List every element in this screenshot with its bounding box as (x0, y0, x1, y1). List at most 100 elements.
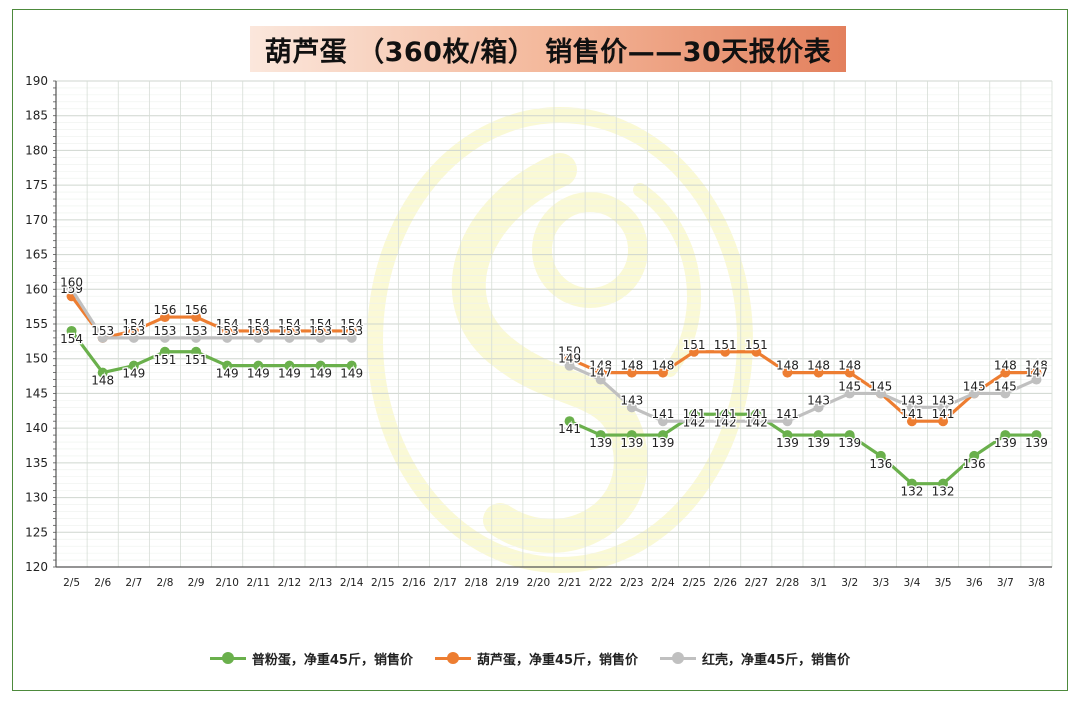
data-point (595, 367, 606, 378)
data-label: 142 (745, 415, 768, 429)
data-label: 141 (932, 407, 955, 421)
data-label: 139 (776, 436, 799, 450)
data-point (689, 409, 700, 420)
series-line-3 (69, 287, 354, 340)
series-line-3 (567, 364, 1039, 423)
chart-title: 葫芦蛋 （360枚/箱） 销售价——30天报价表 (264, 36, 832, 68)
y-tick-label: 130 (25, 491, 48, 505)
data-point (1031, 374, 1042, 385)
data-point (222, 360, 233, 371)
data-label: 139 (994, 436, 1017, 450)
data-label: 145 (869, 379, 892, 393)
data-point (66, 284, 77, 295)
data-point (657, 416, 668, 427)
x-tick-label: 2/13 (309, 577, 333, 589)
data-label: 151 (153, 353, 176, 367)
data-label: 154 (122, 317, 145, 331)
data-label: 141 (745, 407, 768, 421)
data-label: 141 (714, 407, 737, 421)
data-label: 149 (122, 367, 145, 381)
legend-label: 红壳，净重45斤，销售价 (702, 652, 851, 668)
data-label: 149 (247, 367, 270, 381)
data-point (159, 346, 170, 357)
data-point (906, 478, 917, 489)
series-line-2 (69, 294, 354, 340)
data-point (969, 450, 980, 461)
data-point (253, 360, 264, 371)
x-tick-label: 2/14 (340, 577, 364, 589)
data-label: 145 (838, 379, 861, 393)
data-point (813, 430, 824, 441)
data-label: 159 (60, 282, 83, 296)
data-label: 143 (900, 393, 923, 407)
data-point (751, 416, 762, 427)
data-point (128, 360, 139, 371)
data-point (191, 312, 202, 323)
data-point (844, 388, 855, 399)
data-point (191, 346, 202, 357)
data-point (1031, 367, 1042, 378)
data-label: 148 (589, 359, 612, 373)
y-tick-label: 170 (25, 213, 48, 227)
data-label: 160 (60, 275, 83, 289)
y-tick-label: 135 (25, 456, 48, 470)
y-tick-label: 155 (25, 317, 48, 331)
data-label: 141 (558, 422, 581, 436)
data-label: 151 (683, 338, 706, 352)
data-label: 154 (247, 317, 270, 331)
data-point (159, 332, 170, 343)
data-point (315, 325, 326, 336)
data-point (689, 346, 700, 357)
data-point (253, 332, 264, 343)
data-point (128, 332, 139, 343)
data-point (844, 430, 855, 441)
data-label: 154 (60, 332, 83, 346)
data-point (346, 360, 357, 371)
legend-label: 普粉蛋，净重45斤，销售价 (251, 652, 413, 668)
data-point (595, 430, 606, 441)
data-point (969, 388, 980, 399)
data-point (875, 450, 886, 461)
data-label: 149 (340, 367, 363, 381)
data-point (284, 332, 295, 343)
data-label: 139 (589, 436, 612, 450)
x-tick-label: 2/26 (713, 577, 737, 589)
y-tick-label: 185 (25, 109, 48, 123)
x-tick-label: 3/4 (903, 577, 920, 589)
series-line-1 (567, 412, 1039, 486)
data-label: 141 (683, 407, 706, 421)
y-tick-label: 145 (25, 386, 48, 400)
data-label: 151 (714, 338, 737, 352)
data-label: 148 (1025, 359, 1048, 373)
legend-label: 葫芦蛋，净重45斤，销售价 (476, 652, 639, 668)
x-tick-label: 2/11 (247, 577, 271, 589)
data-label: 145 (963, 379, 986, 393)
data-label: 142 (683, 415, 706, 429)
x-tick-label: 2/18 (464, 577, 488, 589)
x-tick-label: 2/22 (589, 577, 613, 589)
data-label: 145 (963, 379, 986, 393)
data-label: 153 (340, 324, 363, 338)
data-label: 132 (932, 485, 955, 499)
data-point (97, 332, 108, 343)
x-tick-label: 2/15 (371, 577, 395, 589)
data-point (346, 332, 357, 343)
data-point (626, 402, 637, 413)
data-label: 151 (185, 353, 208, 367)
data-label: 154 (340, 317, 363, 331)
data-label: 153 (91, 324, 114, 338)
x-tick-label: 2/23 (620, 577, 644, 589)
data-label: 148 (620, 359, 643, 373)
data-point (626, 367, 637, 378)
data-point (657, 430, 668, 441)
data-label: 147 (589, 366, 612, 380)
x-tick-label: 3/3 (872, 577, 889, 589)
data-point (159, 312, 170, 323)
data-point (564, 416, 575, 427)
data-point (315, 332, 326, 343)
x-tick-label: 3/1 (810, 577, 827, 589)
data-label: 153 (185, 324, 208, 338)
data-point (782, 367, 793, 378)
x-tick-label: 3/5 (935, 577, 952, 589)
